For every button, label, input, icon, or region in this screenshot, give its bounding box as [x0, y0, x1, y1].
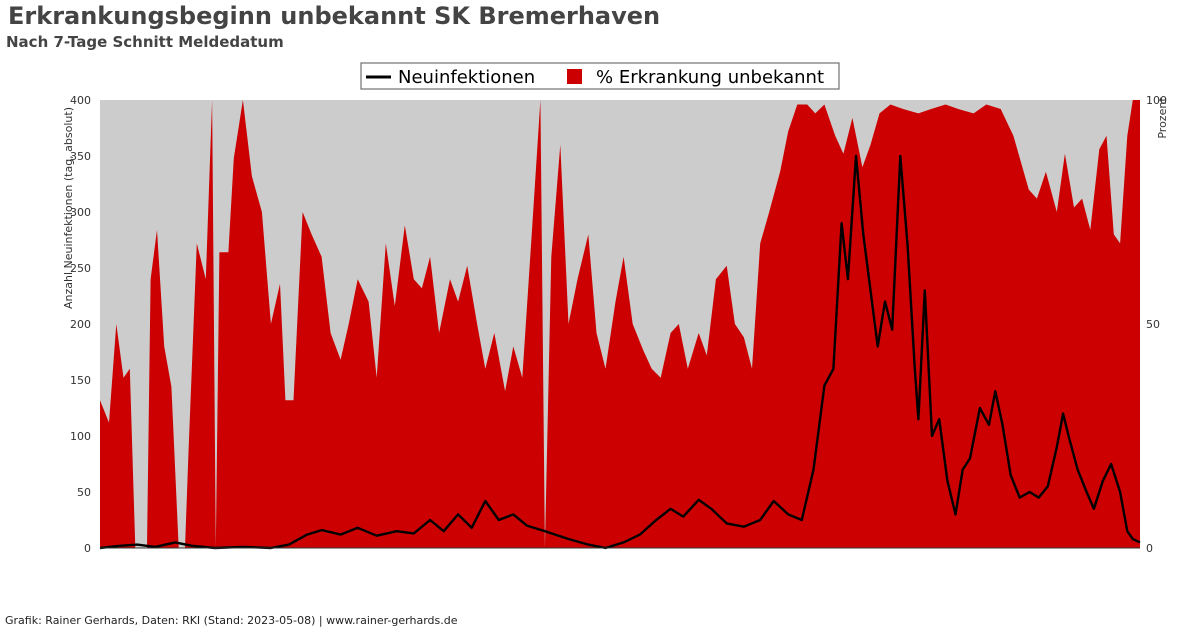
y-axis-left-label: Anzahl Neuinfektionen (tag, absolut) — [62, 107, 75, 309]
y-left-tick-label: 300 — [70, 206, 91, 219]
y-left-tick-label: 150 — [70, 374, 91, 387]
legend: Neuinfektionen % Erkrankung unbekannt — [360, 62, 840, 90]
y-axis-right-label: Prozent — [1156, 97, 1169, 139]
legend-box — [360, 62, 840, 90]
y-left-tick-label: 100 — [70, 430, 91, 443]
y-left-tick-label: 200 — [70, 318, 91, 331]
legend-label-neuinfektionen: Neuinfektionen — [398, 67, 535, 88]
footer-credit: Grafik: Rainer Gerhards, Daten: RKI (Sta… — [5, 614, 458, 627]
area-series-erkrankung-unbekannt — [100, 100, 1140, 548]
y-left-tick-label: 50 — [77, 486, 91, 499]
y-left-tick-label: 350 — [70, 150, 91, 163]
y-right-tick-label: 50 — [1146, 318, 1160, 331]
y-right-tick-label: 100 — [1146, 94, 1167, 107]
y-right-tick-label: 0 — [1146, 542, 1153, 555]
line-series-neuinfektionen — [99, 154, 1141, 550]
legend-label-erkrankung-unbekannt: % Erkrankung unbekannt — [596, 67, 824, 88]
chart-subtitle: Nach 7-Tage Schnitt Meldedatum — [6, 33, 284, 51]
y-left-tick-label: 0 — [84, 542, 91, 555]
y-left-tick-label: 400 — [70, 94, 91, 107]
y-left-tick-label: 250 — [70, 262, 91, 275]
chart-title: Erkrankungsbeginn unbekannt SK Bremerhav… — [8, 2, 661, 30]
legend-area-swatch — [567, 69, 582, 84]
